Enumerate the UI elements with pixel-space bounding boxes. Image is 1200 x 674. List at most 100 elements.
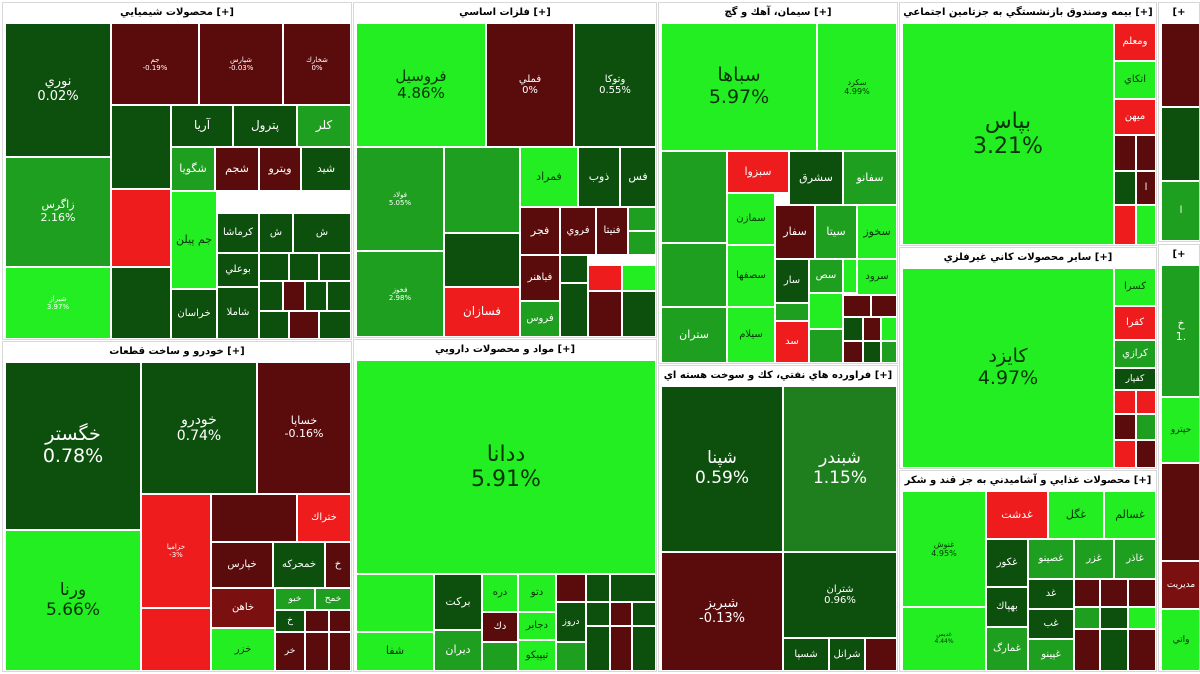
tile-sbzva[interactable]: سبزوا bbox=[727, 151, 789, 193]
tile-sarood[interactable]: سرود bbox=[857, 259, 897, 295]
tile-food-a[interactable] bbox=[1074, 579, 1100, 607]
tile-kfra[interactable]: كفرا bbox=[1114, 306, 1156, 340]
tile-sstran[interactable]: ستران bbox=[661, 307, 727, 363]
tile-pharma-c[interactable] bbox=[556, 574, 586, 602]
tile-khsapa[interactable]: خساپا -0.16% bbox=[257, 362, 351, 494]
sector-title[interactable]: بيمه وصندوق بازنشستگي به جزتامين اجتماعي… bbox=[900, 3, 1156, 23]
tile-famrad[interactable]: فمراد bbox=[520, 147, 578, 207]
tile-khodro[interactable]: خودرو 0.74% bbox=[141, 362, 257, 494]
tile-sakord[interactable]: سكرد 4.99% bbox=[817, 23, 897, 151]
tile-behak[interactable]: بهپاك bbox=[986, 587, 1028, 627]
tile-cem-e[interactable] bbox=[809, 293, 843, 329]
tile-ins-d[interactable]: ا bbox=[1136, 171, 1156, 205]
tile-booali[interactable]: بوعلي bbox=[217, 253, 259, 287]
tile-pharma-a[interactable] bbox=[356, 574, 434, 632]
sector-title[interactable]: سيمان، آهك و گچ [+] bbox=[659, 3, 897, 23]
tile-small-2[interactable] bbox=[111, 189, 171, 267]
tile-fsazan[interactable]: فسازان bbox=[444, 287, 520, 337]
tile-sfano[interactable]: سفانو bbox=[843, 151, 897, 205]
tile-cem-c[interactable] bbox=[843, 259, 857, 293]
tile-cem-g[interactable] bbox=[843, 295, 871, 317]
tile-shsid[interactable]: شيد bbox=[301, 147, 351, 191]
tile-ins-a[interactable] bbox=[1114, 135, 1136, 171]
tile-foroosil[interactable]: فروسيل 4.86% bbox=[356, 23, 486, 147]
tile-cem-h[interactable] bbox=[871, 295, 897, 317]
sector-title[interactable]: محصولات غذايي و آشاميدني به جز قند و شكر… bbox=[900, 471, 1156, 491]
tile-sad[interactable]: سد bbox=[775, 321, 809, 363]
tile-tiny-a[interactable] bbox=[259, 253, 289, 281]
tile-petrol[interactable]: پترول bbox=[233, 105, 297, 147]
tile-sebaha[interactable]: سباها 5.97% bbox=[661, 23, 817, 151]
tile-food-h[interactable] bbox=[1100, 629, 1128, 671]
tile-rp-b[interactable] bbox=[1161, 107, 1199, 181]
tile-pharma-f[interactable] bbox=[586, 602, 610, 626]
tile-khmeh[interactable]: خمح bbox=[315, 588, 351, 610]
tile-vitro[interactable]: ويترو bbox=[259, 147, 301, 191]
tile-cem-a[interactable] bbox=[661, 151, 727, 243]
tile-samazan[interactable]: سمازن bbox=[727, 193, 775, 245]
tile-tiny-i[interactable] bbox=[289, 311, 319, 339]
tile-fmid1[interactable] bbox=[444, 147, 520, 233]
tile-cem-n[interactable] bbox=[881, 341, 897, 363]
tile-ins-e[interactable] bbox=[1114, 205, 1136, 245]
tile-tiny-j[interactable] bbox=[319, 311, 351, 339]
tile-ftiny7[interactable] bbox=[588, 291, 622, 337]
tile-ghzr[interactable]: غزر bbox=[1074, 539, 1114, 579]
tile-barkat[interactable]: بركت bbox=[434, 574, 482, 630]
tile-pharma-h[interactable] bbox=[632, 602, 656, 626]
tile-khbo[interactable]: خبو bbox=[275, 588, 315, 610]
tile-food-e[interactable] bbox=[1100, 607, 1128, 629]
tile-rp-e[interactable]: حپترو bbox=[1161, 397, 1199, 463]
tile-food-f[interactable] bbox=[1128, 607, 1156, 629]
sector-title[interactable]: فلزات اساسي [+] bbox=[354, 3, 656, 23]
tile-kan-b[interactable] bbox=[1136, 390, 1156, 414]
tile-small-3[interactable] bbox=[111, 267, 171, 339]
tile-ftiny5[interactable] bbox=[622, 265, 656, 291]
tile-shamla[interactable]: شاملا bbox=[217, 287, 259, 339]
tile-kala[interactable]: كلر bbox=[297, 105, 351, 147]
tile-khgostar[interactable]: خگستر 0.78% bbox=[5, 362, 141, 530]
tile-rp-d[interactable]: خ 1. bbox=[1161, 265, 1199, 397]
tile-dana[interactable]: ددانا 5.91% bbox=[356, 360, 656, 574]
tile-food-d[interactable] bbox=[1074, 607, 1100, 629]
tile-shkhark[interactable]: شخارك 0% bbox=[283, 23, 351, 105]
tile-ghpino[interactable]: غپينو bbox=[1028, 639, 1074, 671]
tile-dareh[interactable]: دره bbox=[482, 574, 518, 612]
tile-shtran[interactable]: شتران 0.96% bbox=[783, 552, 897, 638]
sector-title[interactable]: فراورده هاي نفتي، كك و سوخت هسته اي [+] bbox=[659, 366, 897, 386]
sector-cement[interactable]: سيمان، آهك و گچ [+] سباها 5.97% سكرد 4.99%… bbox=[658, 2, 898, 364]
tile-kh-small2[interactable] bbox=[305, 610, 329, 632]
tile-ftiny1[interactable] bbox=[628, 207, 656, 231]
tile-zob[interactable]: ذوب bbox=[578, 147, 620, 207]
tile-jampilen[interactable]: جم پيلن bbox=[171, 191, 217, 289]
tile-kraz[interactable]: كرازي bbox=[1114, 340, 1156, 368]
tile-khdark1[interactable] bbox=[211, 494, 297, 542]
tile-dajaber[interactable]: دجابر bbox=[518, 612, 556, 640]
sector-title[interactable]: مواد و محصولات دارويي [+] bbox=[354, 340, 656, 360]
tile-ins-f[interactable] bbox=[1136, 205, 1156, 245]
tile-darooz[interactable]: دروز bbox=[556, 602, 586, 642]
tile-froos[interactable]: فروس bbox=[520, 301, 560, 337]
tile-pharma-g[interactable] bbox=[610, 602, 632, 626]
tile-khtrak[interactable]: ختراك bbox=[297, 494, 351, 542]
tile-pharma-d[interactable] bbox=[586, 574, 610, 602]
tile-ghb[interactable]: غب bbox=[1028, 609, 1074, 639]
tile-kan-a[interactable] bbox=[1114, 390, 1136, 414]
tile-kh-small5[interactable] bbox=[329, 632, 351, 671]
tile-pet-a[interactable] bbox=[865, 638, 897, 671]
tile-fkhooz[interactable]: فخوز 2.98% bbox=[356, 251, 444, 337]
tile-fameli[interactable]: فملي 0% bbox=[486, 23, 574, 147]
tile-shiraz[interactable]: شيراز 3.97% bbox=[5, 267, 111, 339]
sector-insurance[interactable]: بيمه وصندوق بازنشستگي به جزتامين اجتماعي… bbox=[899, 2, 1157, 246]
tile-cem-f[interactable] bbox=[809, 329, 843, 363]
tile-pharma-b[interactable] bbox=[482, 642, 518, 671]
tile-khorasan[interactable]: خراسان bbox=[171, 289, 217, 339]
tile-datoo[interactable]: دتو bbox=[518, 574, 556, 612]
tile-rp-a[interactable] bbox=[1161, 23, 1199, 107]
tile-shjam[interactable]: شجم bbox=[215, 147, 259, 191]
tile-sh2[interactable]: ش bbox=[293, 213, 351, 253]
tile-tiny-f[interactable] bbox=[305, 281, 327, 311]
tile-shgooya[interactable]: شگويا bbox=[171, 147, 215, 191]
tile-food-b[interactable] bbox=[1100, 579, 1128, 607]
sector-title[interactable]: محصولات شيميايي [+] bbox=[3, 3, 351, 23]
